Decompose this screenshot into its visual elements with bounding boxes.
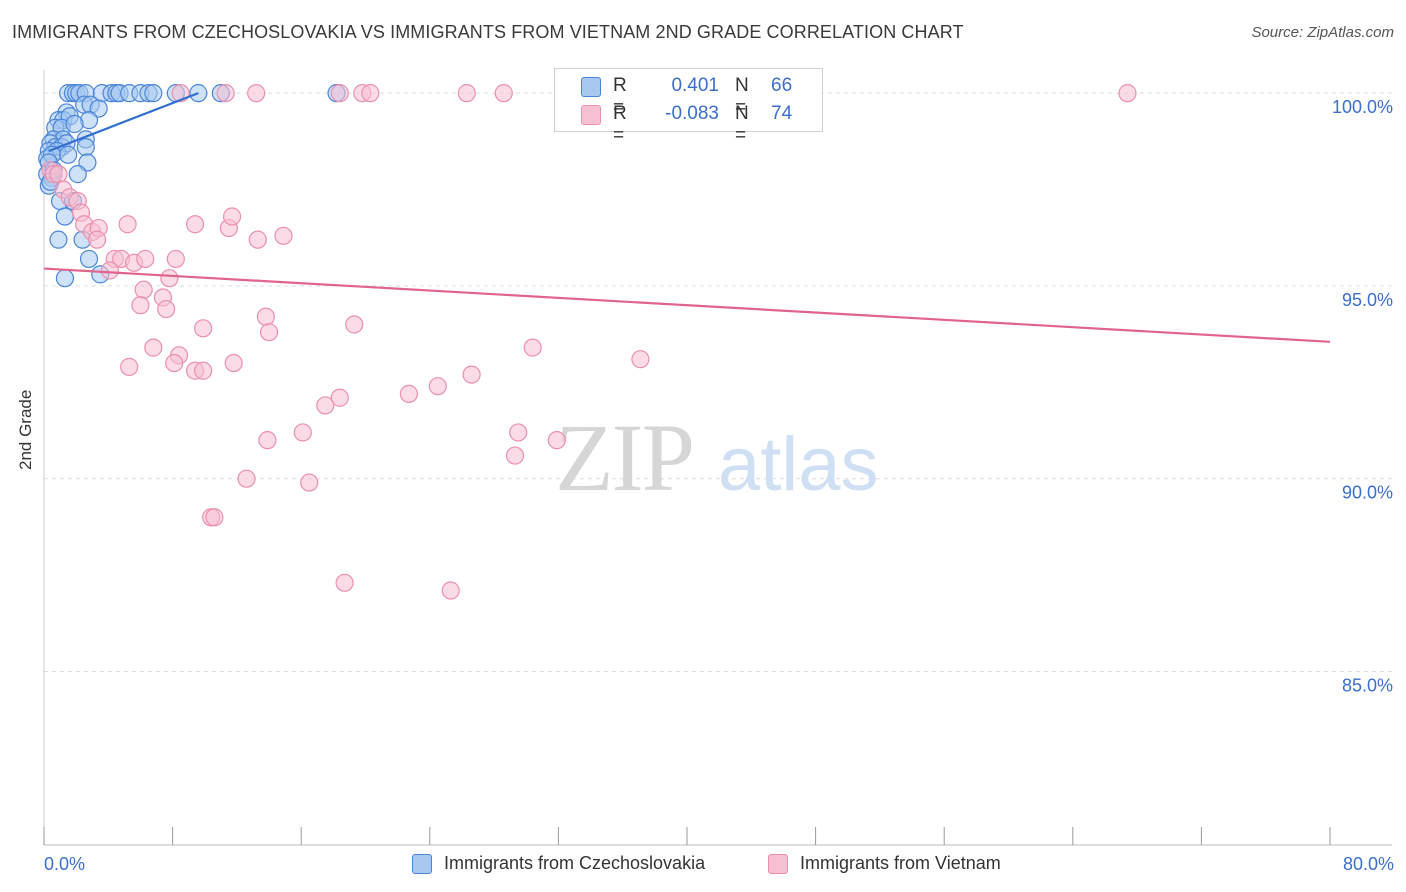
vietnam-point xyxy=(205,508,224,527)
bottom-legend-swatch-blue xyxy=(412,854,432,874)
trend-lines xyxy=(43,92,1331,343)
vietnam-point xyxy=(194,361,213,380)
vietnam-point xyxy=(136,249,155,269)
czechoslovakia-point xyxy=(49,230,68,249)
czechoslovakia-point xyxy=(76,138,95,157)
vietnam-point xyxy=(345,315,364,334)
y-tick-label: 90.0% xyxy=(1342,483,1393,503)
czechoslovakia-point xyxy=(55,207,74,226)
czechoslovakia-point xyxy=(59,145,78,164)
y-tick-label: 85.0% xyxy=(1342,675,1393,695)
vietnam-point xyxy=(523,338,542,357)
grid-lines xyxy=(44,92,1392,672)
vietnam-point xyxy=(330,388,349,407)
watermark-atlas: atlas xyxy=(718,422,879,507)
vietnam-point xyxy=(258,431,277,450)
legend-n-value: 74 xyxy=(771,103,793,124)
vietnam-point xyxy=(120,357,139,376)
vietnam-point xyxy=(247,84,266,103)
legend-swatch-blue xyxy=(581,77,601,97)
vietnam-point xyxy=(49,165,68,184)
legend-n-value: 66 xyxy=(771,75,793,96)
vietnam-point xyxy=(274,226,293,245)
vietnam-point xyxy=(399,384,419,403)
czechoslovakia-point xyxy=(144,84,163,103)
bottom-legend-swatch-pink xyxy=(768,854,788,874)
vietnam-point xyxy=(462,365,481,384)
watermark-zip: ZIP xyxy=(555,404,693,511)
vietnam-point xyxy=(134,280,153,299)
legend-r-label: R = xyxy=(613,75,627,118)
czechoslovakia-point xyxy=(65,114,84,134)
legend-r-label: R = xyxy=(613,103,627,146)
y-tick-label: 100.0% xyxy=(1332,97,1393,117)
legend-r-value: -0.083 xyxy=(665,103,719,124)
vietnam-point xyxy=(494,84,513,103)
czechoslovakia-point xyxy=(55,269,74,288)
vietnam-point xyxy=(361,84,380,103)
axes xyxy=(43,70,1392,846)
vietnam-point xyxy=(131,296,150,315)
vietnam-point xyxy=(194,319,213,338)
legend-r-value: 0.401 xyxy=(671,75,719,96)
vietnam-point xyxy=(237,469,256,488)
vietnam-point xyxy=(330,84,349,103)
vietnam-point xyxy=(222,207,242,226)
vietnam-point xyxy=(144,338,163,357)
vietnam-point xyxy=(160,269,179,288)
vietnam-point xyxy=(300,473,319,492)
bottom-legend-label: Immigrants from Czechoslovakia xyxy=(444,853,706,873)
vietnam-point xyxy=(165,353,184,373)
y-tick-label: 95.0% xyxy=(1342,290,1393,310)
vietnam-point xyxy=(259,323,279,342)
source-label: Source: ZipAtlas.com xyxy=(1251,24,1394,41)
legend-swatch-pink xyxy=(581,105,601,125)
tick-labels: 100.0% 95.0% 90.0% 85.0% 0.0% 80.0% xyxy=(44,97,1394,874)
watermark: ZIP atlas xyxy=(555,404,879,511)
vietnam-point xyxy=(547,431,566,450)
vietnam-point xyxy=(216,84,235,103)
vietnam-point xyxy=(428,377,447,396)
vietnam-point xyxy=(256,307,275,326)
vietnam-point xyxy=(509,423,528,442)
czechoslovakia-point xyxy=(79,249,99,269)
vietnam-point xyxy=(248,230,267,249)
czechoslovakia-trend-line xyxy=(48,92,199,152)
vietnam-point xyxy=(316,396,335,415)
vietnam-point xyxy=(157,299,176,319)
legend-n-label: N = xyxy=(735,103,749,146)
series-czechoslovakia-points xyxy=(38,84,346,288)
vietnam-point xyxy=(224,353,243,373)
vietnam-point xyxy=(166,249,185,269)
bottom-legend-label: Immigrants from Vietnam xyxy=(800,853,1001,873)
vietnam-point xyxy=(335,573,354,592)
vietnam-point xyxy=(631,350,650,369)
vietnam-point xyxy=(1118,84,1137,103)
vietnam-point xyxy=(100,261,120,280)
y-axis-label: 2nd Grade xyxy=(16,389,35,470)
correlation-legend: R = 0.401 N = 66 R = -0.083 N = 74 xyxy=(554,68,823,146)
vietnam-point xyxy=(118,215,137,234)
vietnam-point xyxy=(87,230,107,249)
vietnam-point xyxy=(457,84,476,103)
chart-title: IMMIGRANTS FROM CZECHOSLOVAKIA VS IMMIGR… xyxy=(12,22,964,42)
vietnam-point xyxy=(505,446,525,465)
x-tick-label: 80.0% xyxy=(1343,854,1394,874)
series-vietnam-points xyxy=(41,84,1137,600)
vietnam-point xyxy=(441,581,460,600)
vietnam-point xyxy=(293,423,312,442)
legend-n-label: N = xyxy=(735,75,749,118)
vietnam-point xyxy=(186,215,205,234)
x-tick-label: 0.0% xyxy=(44,854,85,874)
vietnam-trend-line xyxy=(43,267,1331,343)
czechoslovakia-point xyxy=(68,165,87,184)
